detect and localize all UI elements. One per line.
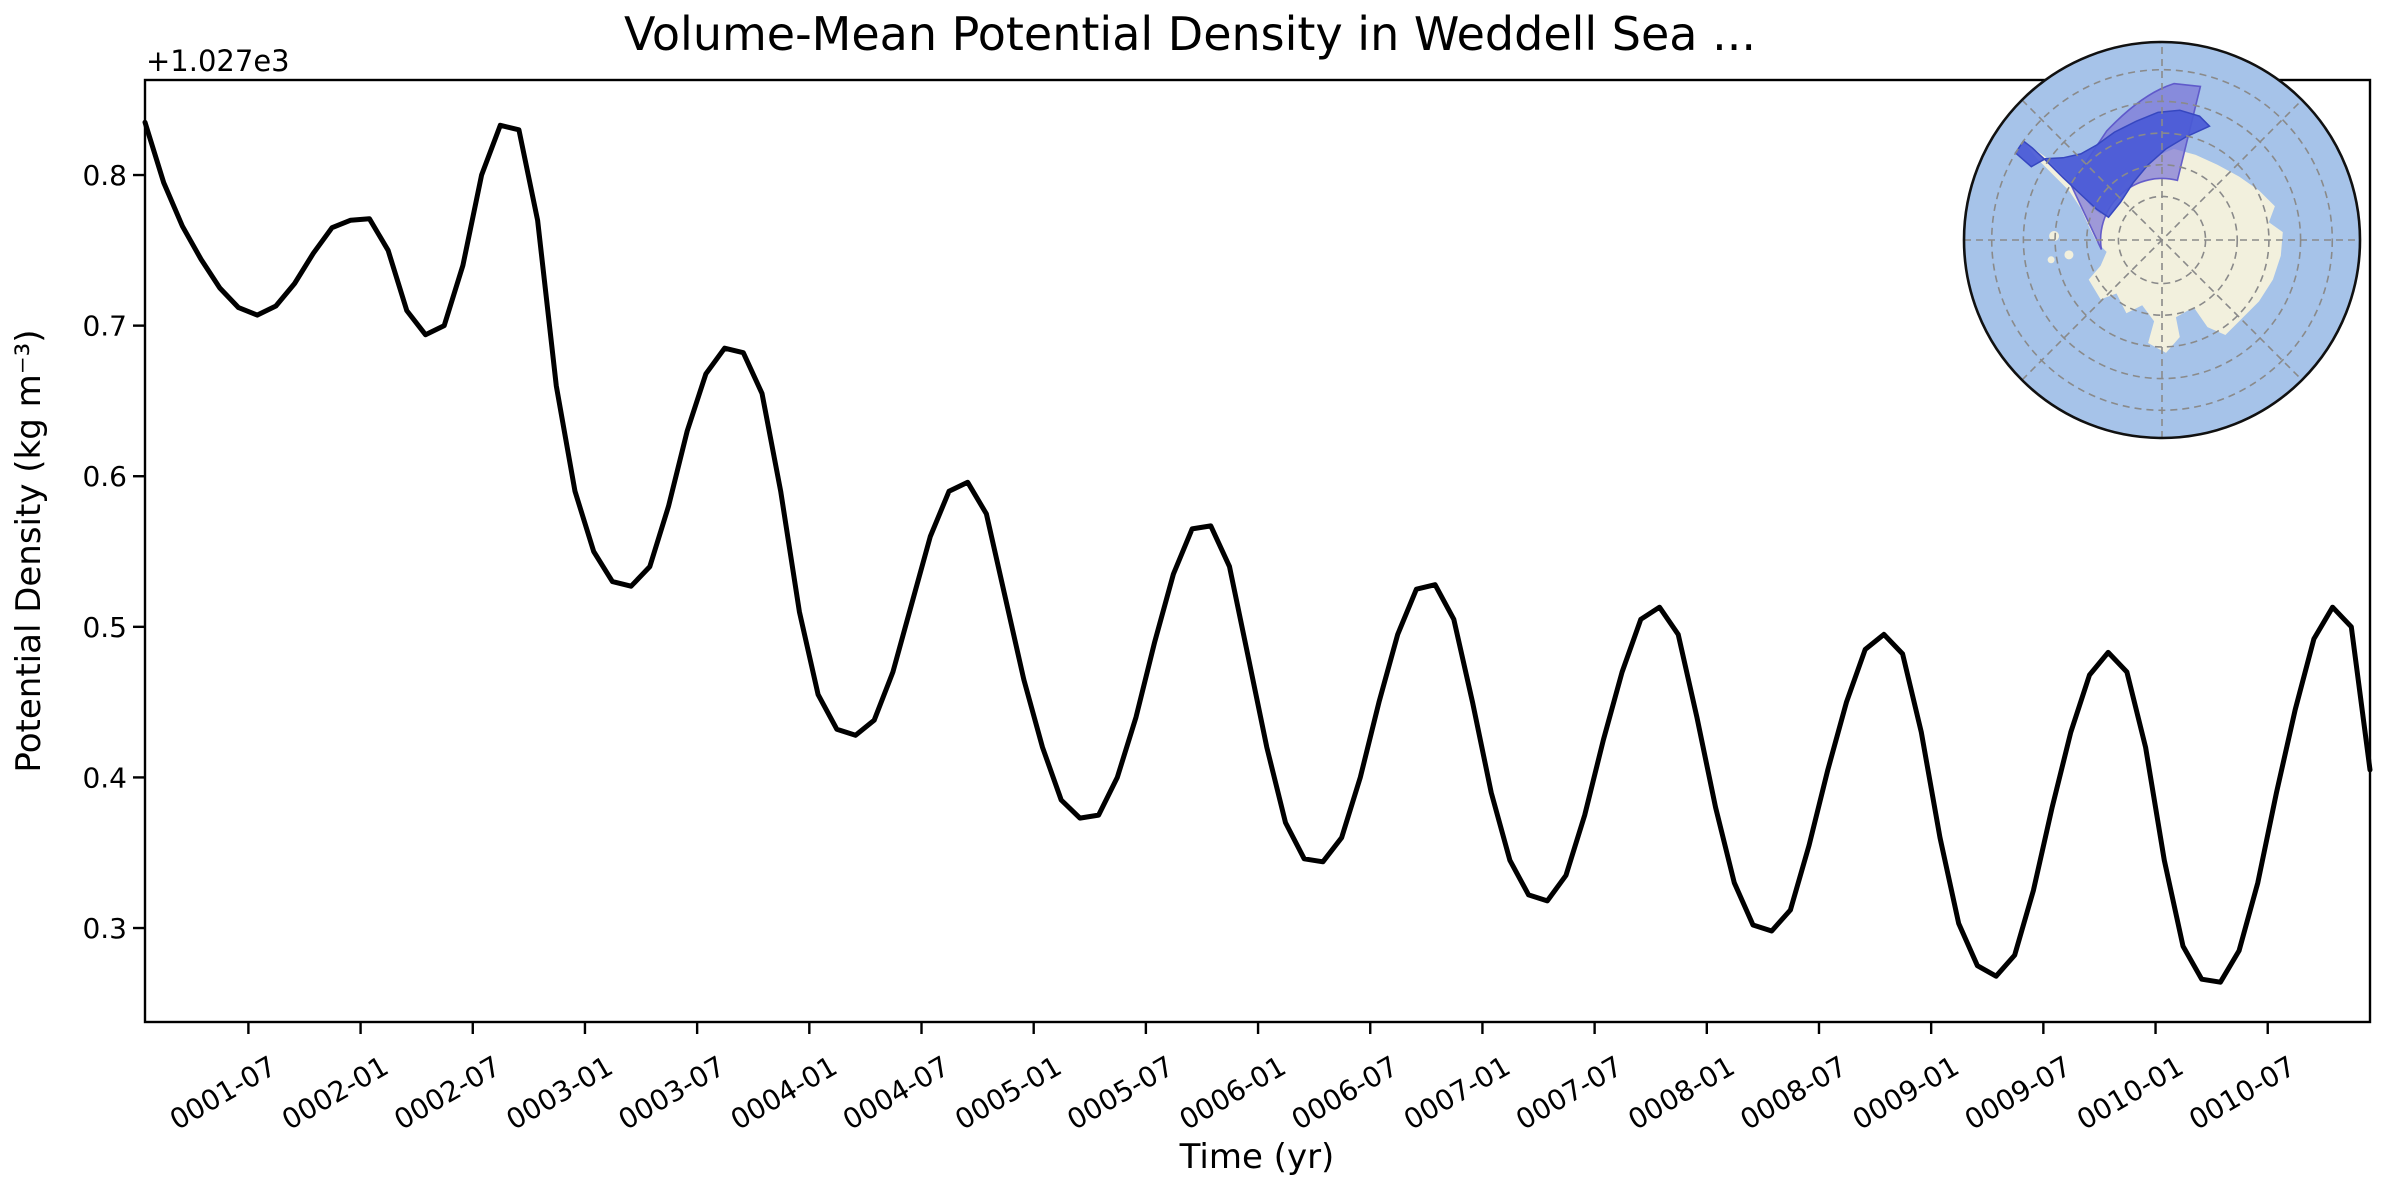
x-tick-label: 0008-07 [1735,1049,1853,1136]
chart-title: Volume-Mean Potential Density in Weddell… [624,7,1756,61]
x-tick-label: 0008-01 [1622,1049,1740,1136]
x-tick-label: 0010-01 [2071,1049,2189,1136]
y-axis-offset-text: +1.027e3 [146,44,290,78]
x-tick-label: 0006-07 [1286,1049,1404,1136]
x-tick-label: 0001-07 [164,1049,282,1136]
x-tick-label: 0004-07 [837,1049,955,1136]
x-tick-label: 0007-07 [1510,1049,1628,1136]
x-tick-label: 0009-01 [1847,1049,1965,1136]
x-tick-label: 0005-01 [949,1049,1067,1136]
x-tick-label: 0003-07 [613,1049,731,1136]
x-tick-label: 0007-01 [1398,1049,1516,1136]
y-tick-label: 0.7 [82,310,127,343]
x-tick-label: 0009-07 [1959,1049,2077,1136]
x-tick-label: 0010-07 [2183,1049,2301,1136]
y-tick-label: 0.8 [82,159,127,192]
y-tick-label: 0.4 [82,761,127,794]
island [2047,256,2055,264]
y-axis-label: Potential Density (kg m⁻³) [9,329,49,772]
x-axis-label: Time (yr) [1179,1137,1335,1177]
x-tick-label: 0002-01 [276,1049,394,1136]
x-tick-label: 0006-01 [1174,1049,1292,1136]
x-tick-label: 0002-07 [388,1049,506,1136]
graticule [1964,42,2360,438]
antarctica-landmass [2023,141,2283,353]
x-tick-label: 0005-07 [1062,1049,1180,1136]
antarctica-inset-map [1962,40,2362,440]
y-tick-label: 0.5 [82,611,127,644]
inset-outline [1962,40,2362,440]
island [2064,250,2074,260]
weddell-sea-highlight [2014,109,2211,219]
y-tick-label: 0.6 [82,460,127,493]
meridian-line [2021,99,2303,381]
x-tick-label: 0003-01 [501,1049,619,1136]
island [2049,231,2060,242]
x-tick-label: 0004-01 [725,1049,843,1136]
latitude-circle [2085,163,2239,317]
y-tick-label: 0.3 [82,912,127,945]
density-line-series [142,119,2373,985]
